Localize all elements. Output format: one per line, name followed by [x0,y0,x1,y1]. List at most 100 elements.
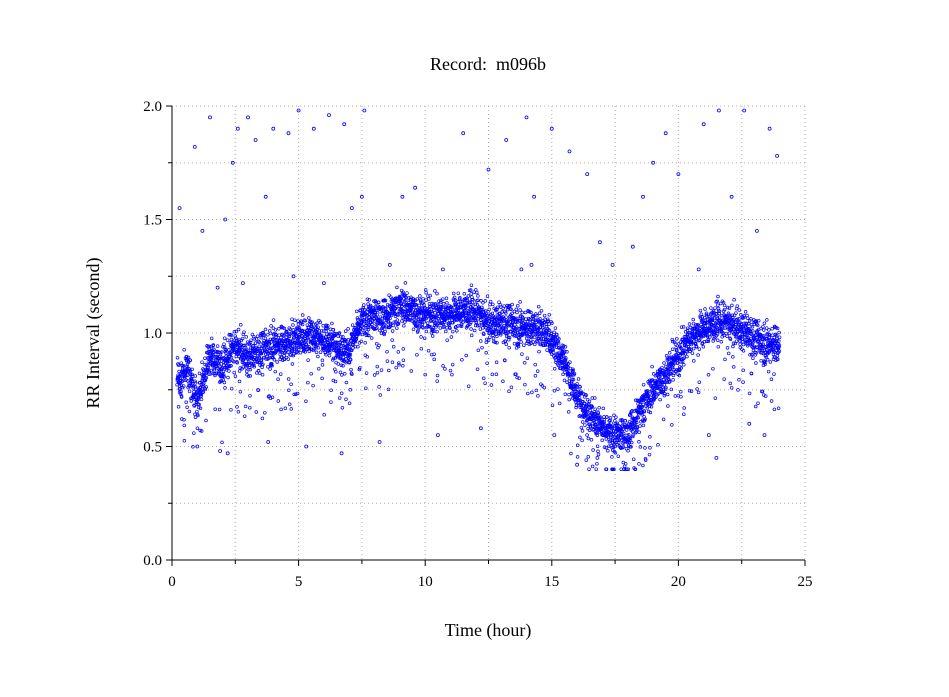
data-point [459,319,463,324]
data-point [562,378,567,383]
data-point [363,341,367,345]
data-point [417,303,421,308]
data-point [669,387,674,392]
data-point [537,311,542,315]
data-point [276,399,281,403]
data-point [178,378,183,383]
data-point [248,374,252,378]
outlier-point [192,144,197,149]
data-point [701,324,705,329]
data-point [273,328,278,332]
data-point [754,351,758,355]
data-point [259,346,264,351]
data-point [664,385,668,390]
data-point [331,328,336,332]
data-point [396,350,401,354]
data-point [272,358,277,362]
data-point [177,374,182,379]
data-point [225,338,230,342]
outlier-point [263,194,268,199]
data-point [473,302,478,307]
data-point [193,415,198,419]
data-point [399,296,403,300]
data-point [546,317,550,321]
data-point [366,327,371,332]
data-point [490,372,495,377]
data-point [636,416,640,420]
data-point [743,310,748,314]
data-point [641,402,646,407]
data-point [500,317,505,321]
data-point [435,329,439,334]
data-point [291,323,295,327]
data-point [661,368,665,373]
data-point [767,328,771,332]
data-point [485,337,489,342]
data-point [448,368,453,373]
data-point [556,363,561,367]
data-point [776,357,780,361]
data-point [727,331,732,335]
data-point [594,420,599,424]
data-point [671,378,675,382]
data-point [429,309,434,314]
data-point [266,345,271,350]
data-point [763,394,768,398]
data-point [300,322,305,327]
data-point [690,340,694,345]
data-point [555,332,559,337]
data-point [697,380,702,384]
data-point [188,372,193,377]
data-point [245,369,249,374]
data-point [519,322,524,326]
data-point [385,349,389,354]
data-point [263,336,268,341]
data-point [448,305,452,310]
data-point [643,446,647,450]
data-point [404,295,408,299]
x-tick-label: 15 [544,574,559,590]
data-point [184,400,188,405]
data-point [471,304,475,308]
data-point [671,339,675,344]
data-point [237,379,242,384]
data-point [563,370,567,375]
data-point [578,435,582,440]
data-point [711,339,715,343]
data-point [675,336,679,341]
data-point [659,390,664,394]
data-point [681,348,685,353]
data-point [565,350,569,354]
data-point [341,335,345,339]
data-point [727,320,731,325]
data-point [550,321,554,326]
data-point [441,297,445,301]
data-point [248,350,252,355]
data-point [354,337,359,341]
data-point [242,330,246,334]
data-point [339,334,343,339]
data-point [497,300,501,304]
data-point [222,342,226,346]
outlier-point [387,262,392,267]
data-point [516,344,521,349]
data-point [341,364,345,368]
data-point [728,381,733,386]
data-point [622,440,626,445]
data-point [456,291,461,295]
data-point [528,317,532,322]
data-point [457,317,461,322]
data-point [486,338,491,342]
outlier-point [696,267,701,272]
data-point [379,368,384,372]
data-point [631,457,636,461]
data-point [717,309,722,313]
data-point [569,379,574,384]
data-point [485,294,490,298]
data-point [484,340,489,345]
data-point [236,410,241,414]
data-point [670,423,674,427]
data-point [374,306,378,310]
data-point [229,364,233,368]
data-point [204,375,209,380]
